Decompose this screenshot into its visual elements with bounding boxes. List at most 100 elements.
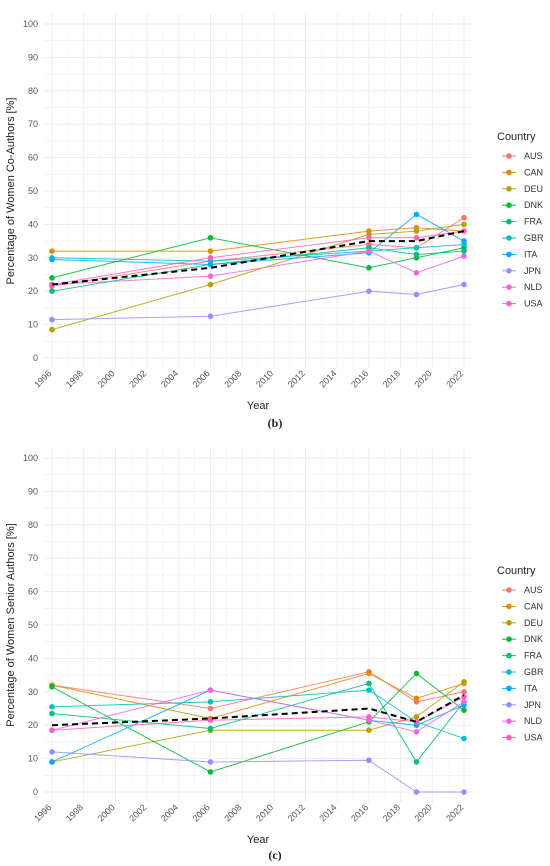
b-point-dnk bbox=[366, 265, 372, 271]
c-point-gbr bbox=[461, 735, 467, 742]
b-x-tick-label: 2022 bbox=[444, 368, 465, 389]
b-point-can bbox=[49, 248, 55, 254]
c-x-tick-label: 2014 bbox=[317, 802, 338, 823]
chart-panel-b: 0 10 20 30 40 50 60 70 80 90 100 1996 1998 2000 2002 20… bbox=[0, 0, 550, 412]
c-legend-label-nld: NLD bbox=[524, 716, 543, 726]
c-point-nld bbox=[461, 699, 467, 705]
b-point-jpn bbox=[49, 316, 55, 323]
c-legend-key-usa bbox=[506, 734, 512, 741]
c-legend-label-jpn: JPN bbox=[524, 700, 541, 710]
b-y-axis-label: Percentage of Women Co-Authors [%] bbox=[5, 98, 17, 285]
c-legend-key-jpn bbox=[506, 702, 512, 708]
b-point-ita bbox=[49, 256, 55, 263]
b-legend-label-fra: FRA bbox=[524, 217, 542, 227]
b-point-jpn bbox=[461, 281, 467, 288]
b-point-dnk bbox=[207, 234, 214, 241]
c-y-tick-label: 80 bbox=[28, 520, 38, 530]
c-point-deu bbox=[366, 727, 372, 734]
c-legend-label-dnk: DNK bbox=[524, 634, 543, 644]
c-point-usa bbox=[207, 717, 214, 723]
b-legend-label-can: CAN bbox=[524, 167, 543, 177]
b-legend-label-usa: USA bbox=[524, 299, 543, 309]
c-point-gbr bbox=[207, 699, 214, 705]
b-x-tick-label: 2004 bbox=[159, 368, 180, 389]
c-point-aus bbox=[207, 705, 214, 712]
c-x-tick-label: 2010 bbox=[254, 802, 275, 823]
caption-b: (b) bbox=[267, 416, 283, 430]
c-point-usa bbox=[49, 727, 55, 734]
c-point-nld bbox=[413, 729, 420, 735]
b-y-tick-label: 90 bbox=[28, 52, 38, 62]
b-point-usa bbox=[413, 234, 420, 241]
b-point-dnk bbox=[49, 275, 55, 281]
c-point-gbr bbox=[49, 704, 55, 710]
c-legend-label-fra: FRA bbox=[524, 651, 542, 661]
b-y-tick-label: 10 bbox=[28, 320, 38, 330]
c-point-deu bbox=[461, 678, 467, 685]
c-legend-key-dnk bbox=[506, 636, 512, 642]
b-legend-key-deu bbox=[506, 186, 512, 192]
c-legend-key-nld bbox=[506, 718, 512, 724]
b-point-gbr bbox=[413, 244, 420, 251]
b-legend-title: Country bbox=[497, 131, 536, 143]
b-legend-label-nld: NLD bbox=[524, 282, 543, 292]
c-point-jpn bbox=[413, 789, 420, 795]
b-point-jpn bbox=[413, 291, 420, 298]
b-y-tick-label: 20 bbox=[28, 286, 38, 296]
c-average-line bbox=[51, 694, 465, 727]
b-y-tick-label: 40 bbox=[28, 219, 38, 229]
c-y-tick-label: 20 bbox=[28, 720, 38, 730]
c-x-tick-label: 2002 bbox=[127, 802, 148, 823]
c-point-fra bbox=[49, 710, 55, 717]
b-point-jpn bbox=[207, 313, 214, 320]
b-point-nld bbox=[413, 270, 420, 276]
c-legend: Country AUS CAN DEU DNK FRA GBR ITA JPN NLD USA bbox=[497, 565, 544, 743]
c-x-axis-label: Year bbox=[247, 834, 270, 846]
b-point-usa bbox=[207, 254, 214, 261]
b-point-jpn bbox=[366, 288, 372, 295]
c-y-tick-label: 60 bbox=[28, 587, 38, 597]
b-point-can bbox=[207, 248, 214, 254]
b-x-tick-label: 2016 bbox=[349, 368, 370, 389]
chart-panel-c: 0 10 20 30 40 50 60 70 80 90 100 1996 1998 2000 2002 20… bbox=[0, 434, 550, 846]
b-point-fra bbox=[49, 288, 55, 295]
c-y-tick-label: 50 bbox=[28, 620, 38, 630]
b-point-ita bbox=[413, 211, 420, 218]
c-x-tick-label: 2022 bbox=[444, 802, 465, 823]
c-point-can bbox=[413, 695, 420, 702]
c-point-dnk bbox=[49, 683, 55, 690]
c-point-fra bbox=[207, 725, 214, 732]
c-point-dnk bbox=[413, 670, 420, 677]
c-y-tick-label: 100 bbox=[23, 453, 38, 463]
c-legend-label-can: CAN bbox=[524, 601, 543, 611]
c-y-tick-label: 30 bbox=[28, 687, 38, 697]
b-legend-key-ita bbox=[506, 251, 512, 258]
b-point-ita bbox=[461, 238, 467, 244]
b-x-tick-label: 2000 bbox=[96, 368, 117, 389]
c-x-tick-label: 2006 bbox=[191, 802, 212, 823]
b-point-usa bbox=[461, 228, 467, 234]
c-y-tick-label: 0 bbox=[33, 787, 38, 797]
c-legend-title: Country bbox=[497, 565, 536, 577]
b-x-tick-label: 2006 bbox=[191, 368, 212, 389]
b-x-tick-label: 2012 bbox=[286, 368, 307, 389]
c-x-tick-label: 2016 bbox=[349, 802, 370, 823]
b-x-axis-label: Year bbox=[247, 400, 270, 412]
b-point-usa bbox=[366, 234, 372, 241]
c-legend-label-gbr: GBR bbox=[524, 667, 544, 677]
b-point-fra bbox=[413, 251, 420, 258]
b-legend-key-nld bbox=[506, 284, 512, 291]
c-x-tick-label: 2008 bbox=[222, 802, 243, 823]
b-legend-key-aus bbox=[506, 153, 512, 159]
c-legend-key-can bbox=[506, 603, 512, 610]
chart-c: 0 10 20 30 40 50 60 70 80 90 100 1996 1998 2000 2002 20… bbox=[5, 448, 544, 846]
b-legend-key-usa bbox=[506, 300, 512, 307]
b-legend-key-fra bbox=[506, 218, 512, 225]
b-legend-key-can bbox=[506, 169, 512, 176]
b-legend-label-deu: DEU bbox=[524, 184, 543, 194]
c-point-nld bbox=[207, 687, 214, 693]
b-x-tick-label: 2002 bbox=[127, 368, 148, 389]
c-x-tick-label: 2012 bbox=[286, 802, 307, 823]
c-point-dnk bbox=[207, 769, 214, 775]
c-legend-label-usa: USA bbox=[524, 733, 543, 743]
